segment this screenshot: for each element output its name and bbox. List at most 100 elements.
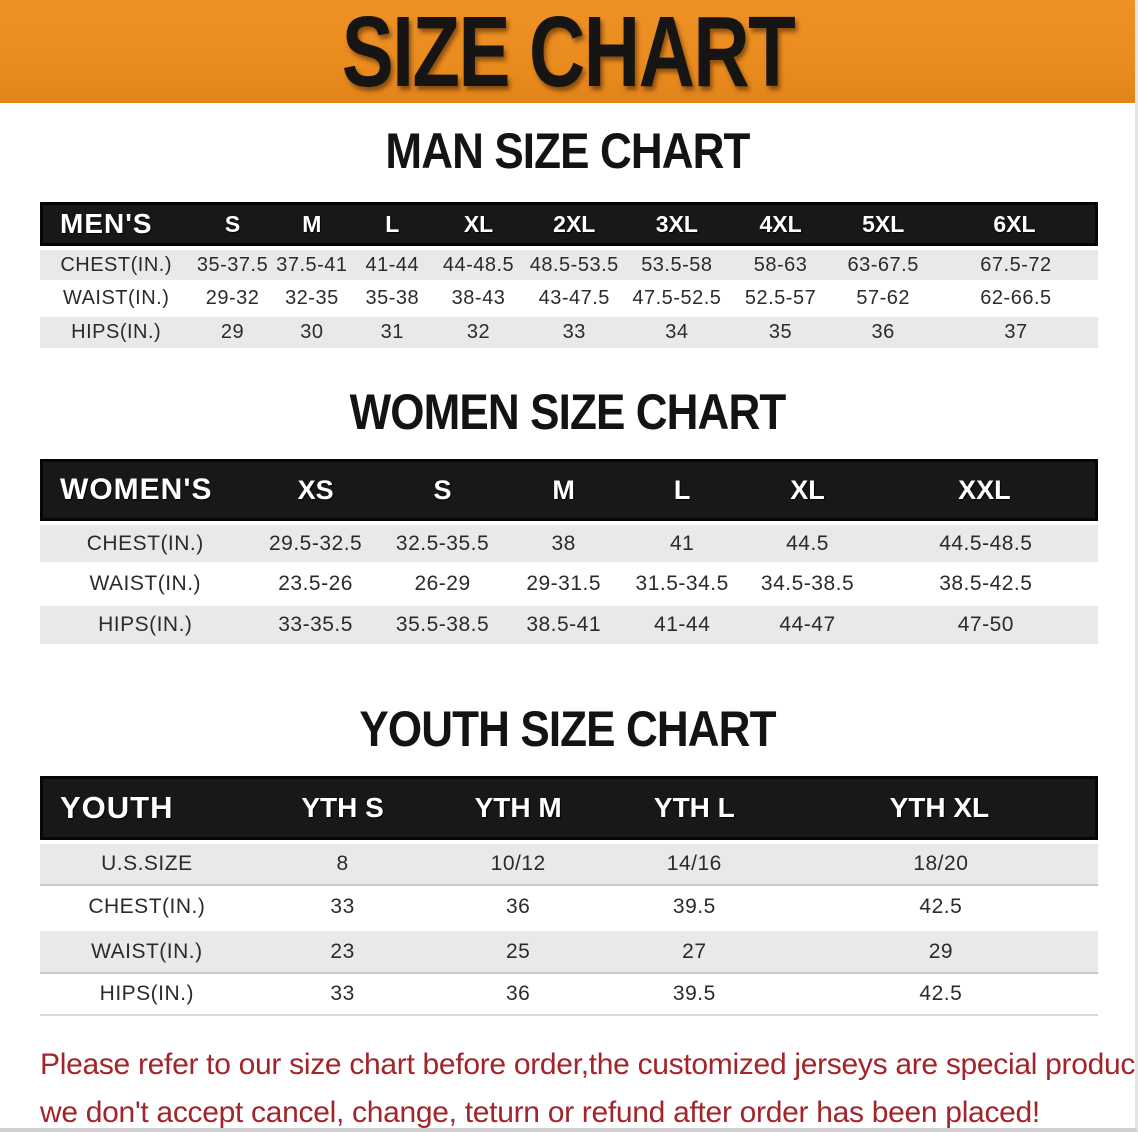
- measurement-value-cell: 39.5: [604, 884, 784, 928]
- measurement-value-cell: 35-37.5: [192, 246, 273, 280]
- measurement-value-cell: 36: [832, 314, 934, 348]
- measurement-value-cell: 36: [431, 884, 605, 928]
- measurement-row: WAIST(IN.) 29-32 32-35 35-38 38-43 43-47.5 47.…: [40, 280, 1098, 314]
- measurement-value-cell: 29: [783, 928, 1098, 972]
- measurement-value-cell: 29: [192, 314, 273, 348]
- size-column-header: L: [351, 202, 434, 246]
- table-title-cell: MEN'S: [40, 202, 193, 246]
- table-title-cell: WOMEN'S: [40, 459, 251, 521]
- measurement-value-cell: 32: [433, 314, 524, 348]
- measurement-value-cell: 33: [523, 314, 626, 348]
- measurement-row: CHEST(IN.) 33 36 39.5 42.5: [40, 884, 1098, 928]
- measurement-value-cell: 52.5-57: [728, 280, 833, 314]
- size-column-header: S: [192, 202, 273, 246]
- table-title-cell: YOUTH: [40, 776, 254, 840]
- measurement-row: CHEST(IN.) 29.5-32.5 32.5-35.5 38 41 44.5 44.5…: [40, 521, 1098, 562]
- men-section-heading: MAN SIZE CHART: [385, 123, 750, 179]
- measurement-value-cell: 34.5-38.5: [741, 562, 874, 603]
- measurement-value-cell: 32-35: [272, 280, 352, 314]
- measurement-value-cell: 57-62: [832, 280, 934, 314]
- measurement-value-cell: 47.5-52.5: [625, 280, 729, 314]
- size-column-header: 5XL: [832, 202, 934, 246]
- measurement-value-cell: 38.5-42.5: [873, 562, 1098, 603]
- measurement-value-cell: 53.5-58: [625, 246, 729, 280]
- size-column-header: 6XL: [933, 202, 1098, 246]
- measurement-label-cell: HIPS(IN.): [40, 603, 251, 644]
- banner: SIZE CHART: [0, 0, 1135, 103]
- disclaimer: Please refer to our size chart before or…: [40, 1041, 1138, 1129]
- size-column-header: S: [380, 459, 505, 521]
- measurement-value-cell: 23: [253, 928, 432, 972]
- measurement-label-cell: WAIST(IN.): [40, 928, 254, 972]
- measurement-label-cell: CHEST(IN.): [40, 521, 251, 562]
- size-column-header: M: [504, 459, 623, 521]
- measurement-value-cell: 43-47.5: [523, 280, 626, 314]
- measurement-value-cell: 29.5-32.5: [250, 521, 381, 562]
- youth-section: YOUTH SIZE CHART YOUTH YTH S YTH M YTH L YTH…: [0, 704, 1135, 1016]
- women-section-heading: WOMEN SIZE CHART: [349, 384, 787, 440]
- measurement-label-cell: HIPS(IN.): [40, 972, 254, 1016]
- measurement-label-cell: U.S.SIZE: [40, 840, 254, 884]
- table-header-row: YOUTH YTH S YTH M YTH L YTH XL: [40, 776, 1098, 840]
- measurement-value-cell: 31: [351, 314, 434, 348]
- measurement-value-cell: 33: [253, 972, 432, 1016]
- measurement-value-cell: 34: [625, 314, 729, 348]
- size-column-header: M: [272, 202, 352, 246]
- table-header-row: WOMEN'S XS S M L XL XXL: [40, 459, 1098, 521]
- measurement-value-cell: 35.5-38.5: [380, 603, 505, 644]
- measurement-value-cell: 37: [933, 314, 1098, 348]
- men-section: MAN SIZE CHART MEN'S S M L XL 2XL 3XL 4XL 5XL 6XL…: [0, 126, 1135, 348]
- measurement-label-cell: HIPS(IN.): [40, 314, 193, 348]
- size-column-header: 2XL: [523, 202, 626, 246]
- size-column-header: XL: [741, 459, 874, 521]
- measurement-value-cell: 10/12: [431, 840, 605, 884]
- disclaimer-line-1: Please refer to our size chart before or…: [40, 1048, 1138, 1081]
- table-header-row: MEN'S S M L XL 2XL 3XL 4XL 5XL 6XL: [40, 202, 1098, 246]
- measurement-value-cell: 42.5: [783, 972, 1098, 1016]
- men-size-table: MEN'S S M L XL 2XL 3XL 4XL 5XL 6XL CHEST(IN.) 35-37…: [40, 202, 1098, 348]
- size-column-header: YTH S: [253, 776, 432, 840]
- measurement-value-cell: 25: [431, 928, 605, 972]
- measurement-value-cell: 42.5: [783, 884, 1098, 928]
- measurement-label-cell: WAIST(IN.): [40, 562, 251, 603]
- measurement-row: U.S.SIZE 8 10/12 14/16 18/20: [40, 840, 1098, 884]
- measurement-value-cell: 14/16: [604, 840, 784, 884]
- measurement-value-cell: 58-63: [728, 246, 833, 280]
- measurement-value-cell: 37.5-41: [272, 246, 352, 280]
- disclaimer-line-2: we don't accept cancel, change, teturn o…: [40, 1096, 1040, 1129]
- measurement-value-cell: 32.5-35.5: [380, 521, 505, 562]
- measurement-value-cell: 38.5-41: [504, 603, 623, 644]
- measurement-value-cell: 47-50: [873, 603, 1098, 644]
- page-title: SIZE CHART: [341, 0, 795, 108]
- measurement-value-cell: 35: [728, 314, 833, 348]
- measurement-value-cell: 29-31.5: [504, 562, 623, 603]
- measurement-label-cell: WAIST(IN.): [40, 280, 193, 314]
- measurement-value-cell: 35-38: [351, 280, 434, 314]
- measurement-value-cell: 29-32: [192, 280, 273, 314]
- measurement-value-cell: 41: [622, 521, 742, 562]
- measurement-value-cell: 44.5-48.5: [873, 521, 1098, 562]
- measurement-label-cell: CHEST(IN.): [40, 884, 254, 928]
- size-column-header: XL: [433, 202, 524, 246]
- women-size-table: WOMEN'S XS S M L XL XXL CHEST(IN.) 29.5-32.5 32.5…: [40, 459, 1098, 644]
- measurement-value-cell: 39.5: [604, 972, 784, 1016]
- women-section: WOMEN SIZE CHART WOMEN'S XS S M L XL XXL CHEST(…: [0, 387, 1135, 644]
- size-column-header: 4XL: [728, 202, 833, 246]
- measurement-value-cell: 8: [253, 840, 432, 884]
- measurement-value-cell: 67.5-72: [933, 246, 1098, 280]
- measurement-row: HIPS(IN.) 33-35.5 35.5-38.5 38.5-41 41-44 44-…: [40, 603, 1098, 644]
- measurement-value-cell: 38: [504, 521, 623, 562]
- measurement-row: WAIST(IN.) 23.5-26 26-29 29-31.5 31.5-34.5 34…: [40, 562, 1098, 603]
- measurement-row: HIPS(IN.) 29 30 31 32 33 34 35 36 37: [40, 314, 1098, 348]
- measurement-value-cell: 41-44: [351, 246, 434, 280]
- youth-section-heading: YOUTH SIZE CHART: [359, 701, 776, 757]
- youth-size-table: YOUTH YTH S YTH M YTH L YTH XL U.S.SIZE 8 10/12…: [40, 776, 1098, 1016]
- measurement-value-cell: 63-67.5: [832, 246, 934, 280]
- measurement-value-cell: 44-48.5: [433, 246, 524, 280]
- measurement-row: HIPS(IN.) 33 36 39.5 42.5: [40, 972, 1098, 1016]
- size-column-header: YTH XL: [783, 776, 1098, 840]
- size-column-header: XS: [250, 459, 381, 521]
- measurement-value-cell: 38-43: [433, 280, 524, 314]
- measurement-row: CHEST(IN.) 35-37.5 37.5-41 41-44 44-48.5 48.5…: [40, 246, 1098, 280]
